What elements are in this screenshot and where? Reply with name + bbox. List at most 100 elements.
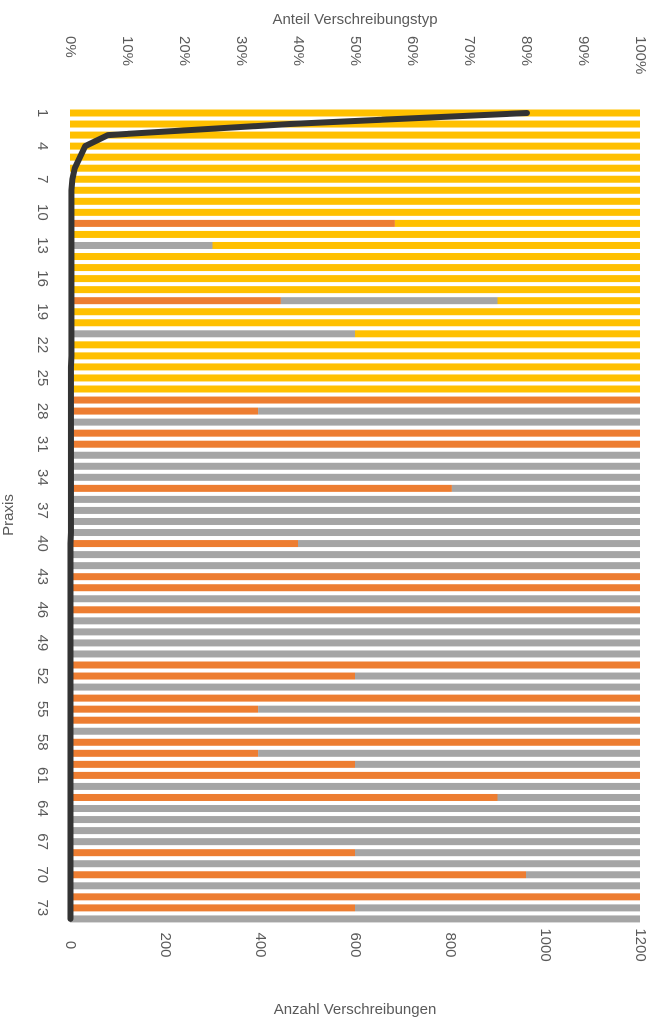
bar-segment bbox=[70, 517, 640, 525]
bar-segment bbox=[70, 473, 640, 481]
bar-segment bbox=[70, 760, 355, 768]
bar-segment bbox=[70, 440, 640, 448]
bar-segment bbox=[70, 219, 395, 227]
bar-segment bbox=[70, 782, 640, 790]
bar-segment bbox=[70, 396, 640, 404]
bar-segment bbox=[70, 142, 640, 150]
bar-segment bbox=[70, 860, 640, 868]
x-tick-label: 50% bbox=[347, 36, 364, 66]
bar-segment bbox=[70, 462, 640, 470]
bar-segment bbox=[70, 164, 640, 172]
y-tick-label: 73 bbox=[34, 900, 51, 917]
bar-segment bbox=[70, 330, 355, 338]
x-tick-label: 90% bbox=[575, 36, 592, 66]
x-tick-label: 60% bbox=[404, 36, 421, 66]
bar-segment bbox=[70, 904, 355, 912]
x-tick-label: 0% bbox=[62, 36, 79, 58]
bar-segment bbox=[70, 650, 640, 658]
y-tick-label: 22 bbox=[34, 336, 51, 353]
x-tick-label: 20% bbox=[176, 36, 193, 66]
x2-tick-label: 200 bbox=[157, 932, 174, 957]
bar-segment bbox=[70, 208, 640, 216]
bar-segment bbox=[258, 705, 640, 713]
bar-segment bbox=[70, 385, 640, 393]
y-tick-label: 58 bbox=[34, 734, 51, 751]
bar-segment bbox=[70, 286, 640, 294]
x2-tick-label: 800 bbox=[442, 932, 459, 957]
bar-segment bbox=[298, 540, 640, 548]
bar-segment bbox=[212, 241, 640, 249]
y-tick-label: 25 bbox=[34, 370, 51, 387]
bar-segment bbox=[70, 827, 640, 835]
bar-segment bbox=[70, 738, 640, 746]
bar-segment bbox=[70, 893, 640, 901]
bar-segment bbox=[70, 407, 259, 415]
y-tick-label: 64 bbox=[34, 800, 51, 817]
bar-segment bbox=[526, 871, 640, 879]
bar-segment bbox=[70, 683, 640, 691]
chart-title: Anteil Verschreibungstyp bbox=[272, 11, 437, 28]
bar-segment bbox=[70, 131, 640, 139]
bar-segment bbox=[70, 584, 640, 592]
bar-segment bbox=[70, 540, 298, 548]
bar-segment bbox=[70, 716, 640, 724]
bar-segment bbox=[70, 484, 452, 492]
bar-segment bbox=[70, 186, 640, 194]
y-tick-label: 7 bbox=[34, 175, 51, 183]
bar-segment bbox=[70, 230, 640, 238]
bar-segment bbox=[70, 363, 640, 371]
count-line bbox=[67, 110, 530, 922]
bar-segment bbox=[70, 341, 640, 349]
y-tick-label: 40 bbox=[34, 535, 51, 552]
bar-segment bbox=[70, 595, 640, 603]
bar-segment bbox=[394, 219, 640, 227]
bar-segment bbox=[70, 109, 640, 117]
x-tick-label: 100% bbox=[632, 36, 649, 74]
bar-segment bbox=[451, 484, 640, 492]
y-tick-label: 34 bbox=[34, 469, 51, 486]
bar-segment bbox=[70, 573, 640, 581]
bar-segment bbox=[70, 551, 640, 559]
y-tick-label: 55 bbox=[34, 701, 51, 718]
bar-segment bbox=[258, 749, 640, 757]
bar-segment bbox=[70, 241, 213, 249]
y-tick-label: 10 bbox=[34, 204, 51, 221]
y-tick-label: 13 bbox=[34, 237, 51, 254]
x-tick-label: 10% bbox=[119, 36, 136, 66]
y-tick-label: 37 bbox=[34, 502, 51, 519]
bar-segment bbox=[70, 197, 640, 205]
bar-segment bbox=[497, 297, 640, 305]
bar-segment bbox=[70, 871, 526, 879]
y-tick-label: 19 bbox=[34, 303, 51, 320]
bar-segment bbox=[70, 529, 640, 537]
bar-segment bbox=[70, 749, 259, 757]
y-axis-label: Praxis bbox=[0, 494, 17, 536]
bar-segment bbox=[70, 506, 640, 514]
bar-segment bbox=[70, 153, 640, 161]
bar-segment bbox=[70, 694, 640, 702]
x-tick-label: 30% bbox=[233, 36, 250, 66]
bar-segment bbox=[70, 882, 640, 890]
bar-segment bbox=[70, 639, 640, 647]
y-tick-label: 52 bbox=[34, 668, 51, 685]
y-tick-label: 43 bbox=[34, 568, 51, 585]
y-tick-label: 70 bbox=[34, 866, 51, 883]
bar-segment bbox=[70, 915, 640, 923]
bar-segment bbox=[70, 617, 640, 625]
bar-segment bbox=[70, 297, 281, 305]
x-tick-label: 80% bbox=[518, 36, 535, 66]
bar-segment bbox=[70, 672, 355, 680]
bar-segment bbox=[280, 297, 498, 305]
bar-segment bbox=[70, 606, 640, 614]
bar-segment bbox=[70, 120, 640, 128]
y-tick-label: 46 bbox=[34, 601, 51, 618]
bar-segment bbox=[355, 849, 640, 857]
bar-segment bbox=[70, 661, 640, 669]
bar-segment bbox=[70, 705, 259, 713]
y-tick-label: 4 bbox=[34, 142, 51, 150]
bar-segment bbox=[70, 418, 640, 426]
bar-segment bbox=[70, 727, 640, 735]
bar-segment bbox=[355, 672, 640, 680]
x2-tick-label: 1000 bbox=[537, 928, 554, 961]
